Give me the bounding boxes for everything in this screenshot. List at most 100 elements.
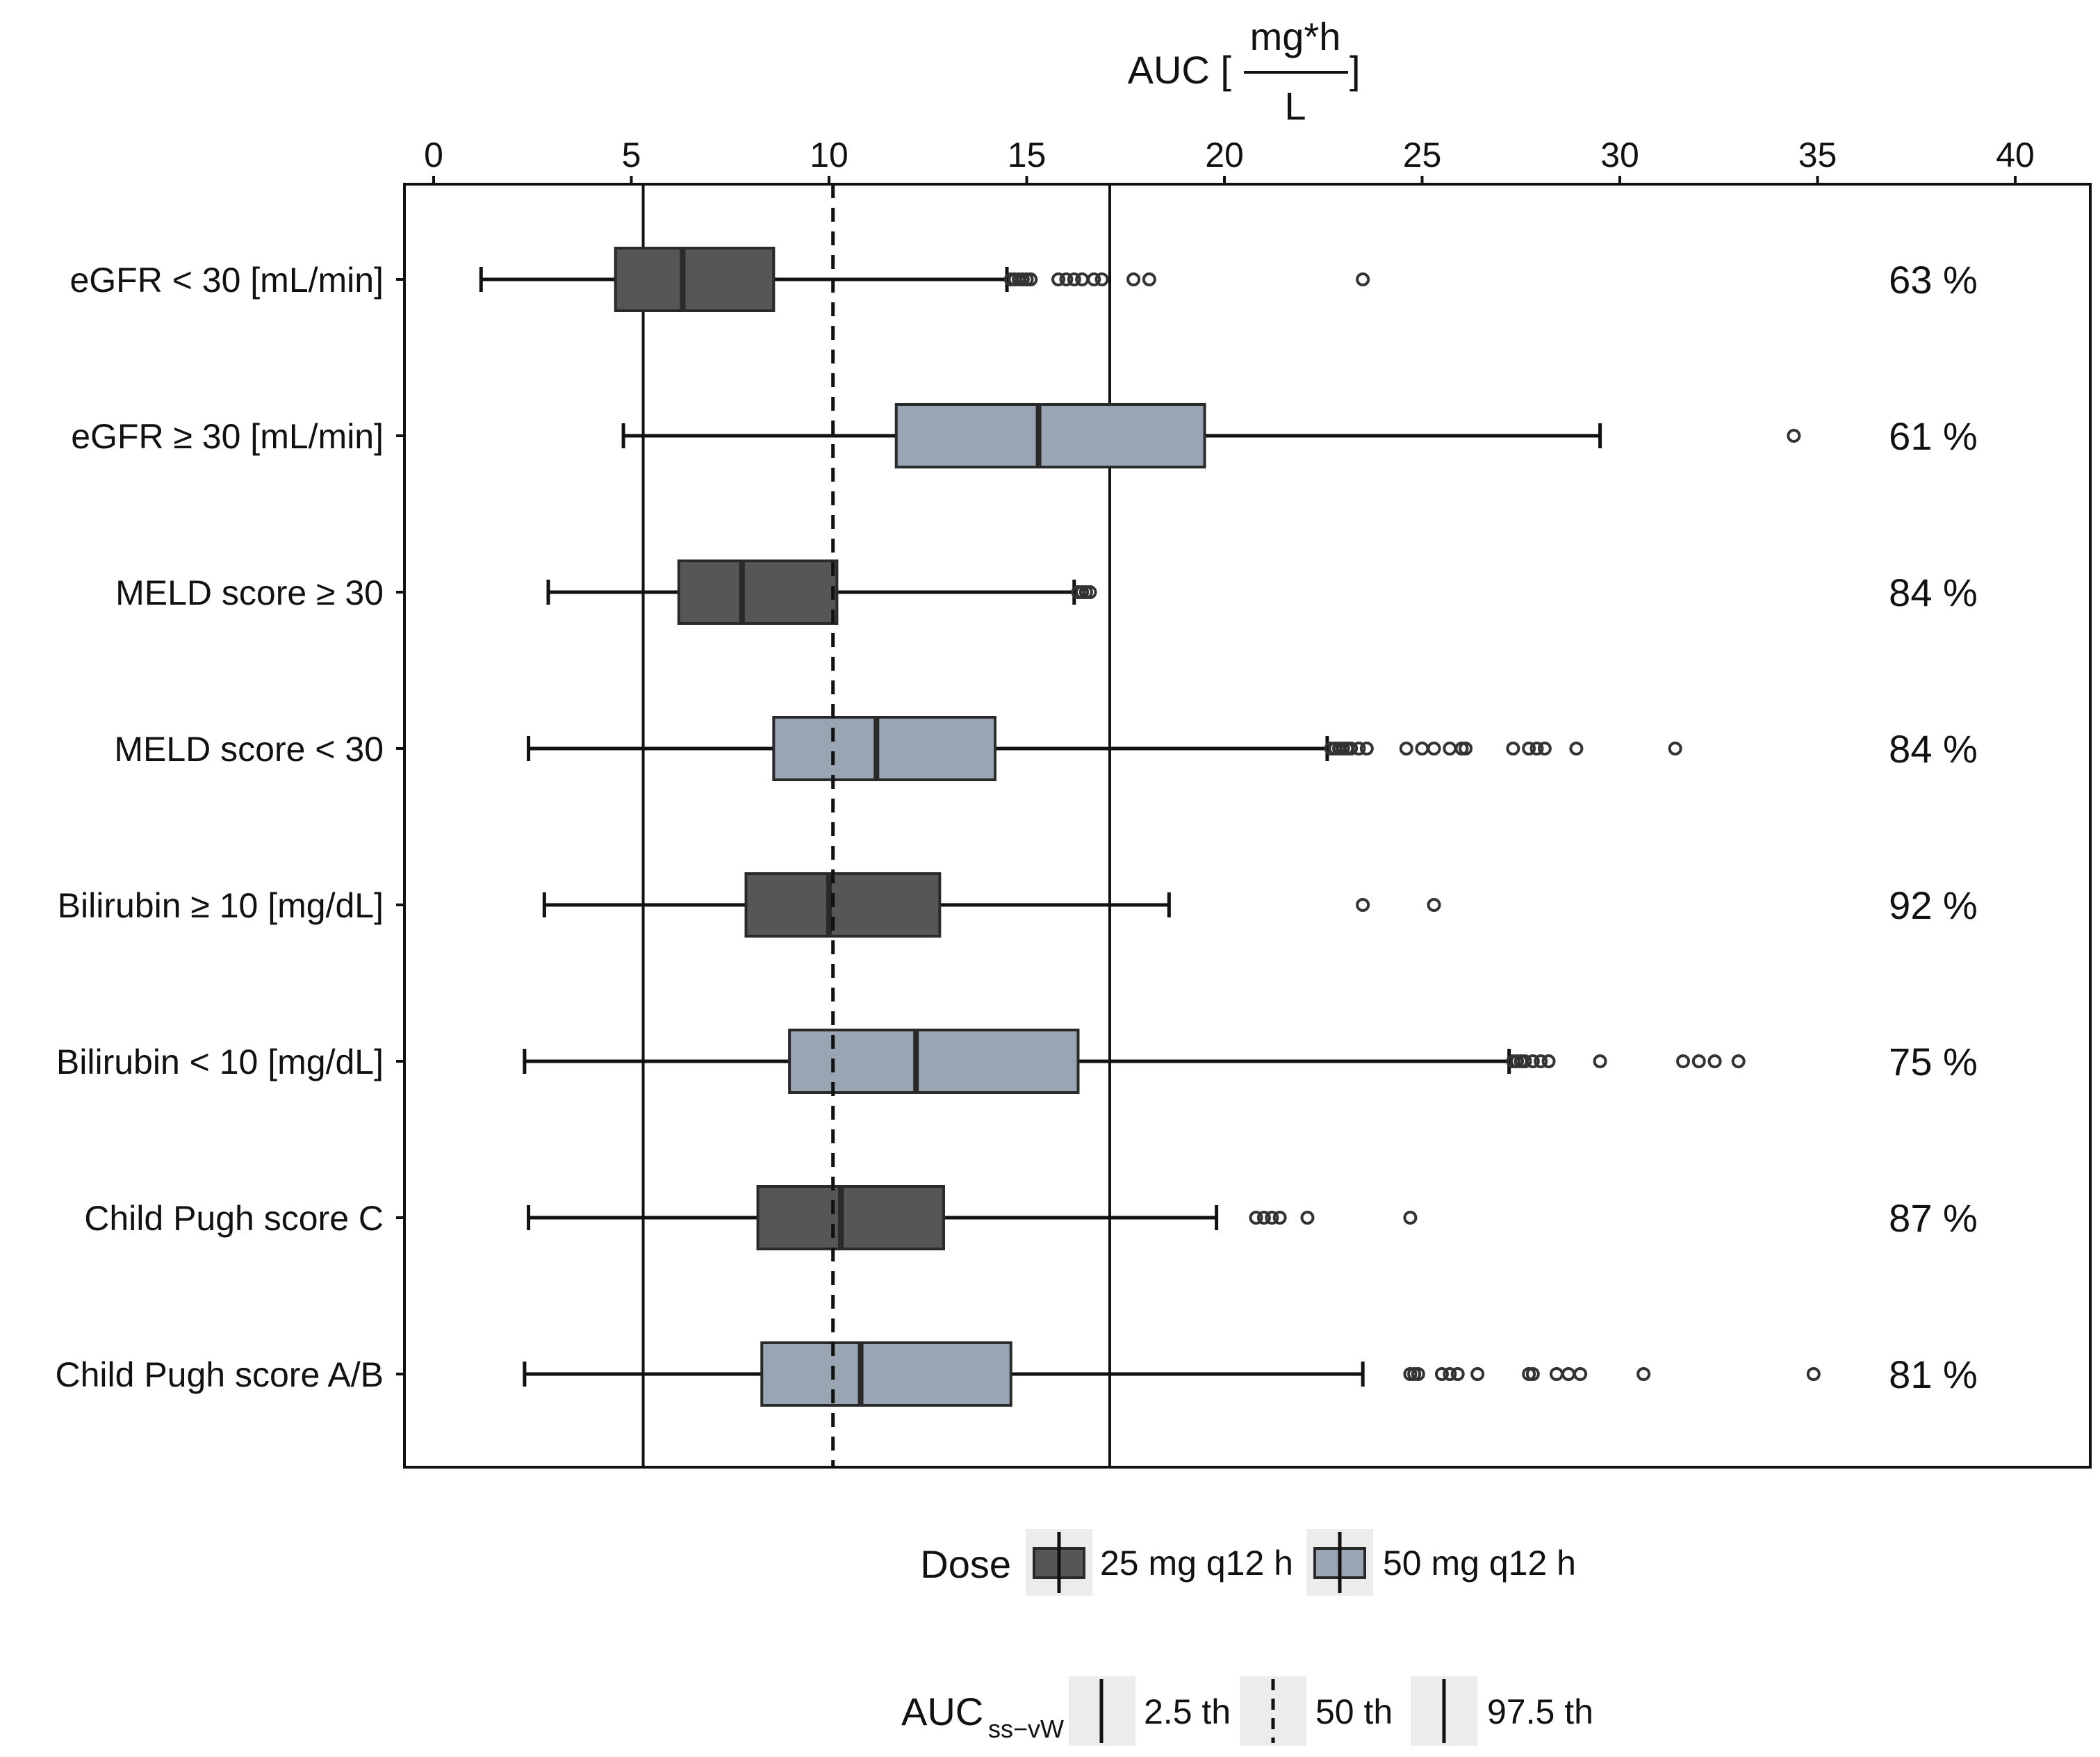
outlier-point [1300,1211,1315,1225]
outlier-point [1529,742,1544,755]
outlier-point [1142,272,1156,286]
row-label: MELD score ≥ 30 [115,573,384,612]
axis-title-suffix: ] [1350,48,1361,92]
outlier-point [1569,742,1584,755]
outlier-point [1806,1367,1821,1381]
outlier-point [1356,272,1370,286]
row-label: eGFR < 30 [mL/min] [69,261,384,300]
iqr-box [894,403,1206,468]
iqr-box [744,872,942,938]
target-attainment-label: 63 % [1889,258,1978,302]
iqr-box [614,247,776,312]
outlier-point [1522,742,1536,755]
x-axis: 0 5 10 15 20 25 30 35 40 [424,136,2035,184]
outlier-point [1731,1054,1746,1068]
boxplot-row: eGFR ≥ 30 [mL/min] 61 % [71,403,1978,468]
outlier-point [1094,272,1109,286]
x-tick-label: 40 [1996,136,2035,174]
boxplot-row: Child Pugh score C 87 % [84,1185,1978,1250]
iqr-box [788,1029,1080,1094]
iqr-box [772,716,996,781]
outlier-point [1427,742,1441,755]
x-tick-label: 10 [810,136,848,174]
outlier-point [1059,272,1074,286]
boxplot-row: Bilirubin ≥ 10 [mg/dL] 92 % [58,872,1978,938]
outlier-point [1691,1054,1706,1068]
iqr-box [677,559,839,625]
auc-legend-label-97-5: 97.5 th [1487,1692,1593,1731]
boxplot-row: Bilirubin < 10 [mg/dL] 75 % [56,1029,1978,1094]
axis-title-denominator: L [1284,84,1306,128]
row-label: Child Pugh score A/B [56,1355,384,1394]
dose-legend-label-25: 25 mg q12 h [1100,1544,1293,1583]
auc-legend-title: AUC [901,1690,983,1733]
x-tick-label: 0 [424,136,443,174]
outlier-point [1075,272,1090,286]
outlier-point [1083,585,1097,599]
outlier-point [1518,1054,1532,1068]
outlier-point [1541,1054,1556,1068]
target-attainment-label: 92 % [1889,883,1978,927]
axis-title: AUC [ mg*h L ] [1128,15,1361,128]
outlier-point [1549,1367,1564,1381]
outlier-point [1249,1211,1263,1225]
outlier-point [1707,1054,1722,1068]
outlier-point [1459,742,1473,755]
target-attainment-label: 81 % [1889,1353,1978,1396]
outlier-point [1787,429,1801,443]
outlier-point [1344,742,1359,755]
auc-legend-label-2-5: 2.5 th [1144,1692,1231,1731]
dose-legend-label-50: 50 mg q12 h [1383,1544,1576,1583]
reference-lines [641,184,1111,1467]
boxplot-rows: eGFR < 30 [mL/min] 63 % eGFR ≥ 30 [mL/min]… [56,247,1978,1407]
outlier-point [1399,742,1413,755]
axis-title-prefix: AUC [ [1128,48,1232,92]
row-label: Bilirubin ≥ 10 [mg/dL] [58,886,384,925]
x-tick-label: 35 [1798,136,1837,174]
dose-legend-title: Dose [920,1542,1011,1586]
outlier-point [1415,742,1429,755]
outlier-point [1126,272,1141,286]
outlier-point [1024,272,1038,286]
x-tick-label: 15 [1008,136,1047,174]
iqr-box [756,1185,946,1250]
boxplot-row: MELD score < 30 84 % [114,716,1978,781]
outlier-point [1537,742,1552,755]
x-tick-label: 30 [1600,136,1639,174]
outlier-point [1525,1367,1540,1381]
outlier-point [1427,898,1441,912]
row-label: eGFR ≥ 30 [mL/min] [71,417,384,456]
outlier-point [1470,1367,1485,1381]
x-tick-label: 25 [1403,136,1442,174]
target-attainment-label: 61 % [1889,414,1978,458]
outlier-point [1593,1054,1607,1068]
outlier-point [1534,1054,1548,1068]
outlier-point [1356,898,1370,912]
outlier-point [1506,742,1520,755]
axis-title-numerator: mg*h [1250,15,1341,58]
outlier-point [1272,1211,1287,1225]
outlier-point [1256,1211,1271,1225]
dose-legend: Dose 25 mg q12 h 50 mg q12 h [920,1529,1576,1596]
iqr-box [760,1341,1012,1407]
outlier-point [1443,742,1457,755]
outlier-point [1636,1367,1651,1381]
outlier-point [1561,1367,1576,1381]
boxplot-row: MELD score ≥ 30 84 % [115,559,1978,625]
auc-legend-subscript: ss−vW [988,1715,1064,1743]
auc-legend: AUC ss−vW 2.5 th 50 th 97.5 th [901,1676,1593,1746]
outlier-point [1352,742,1366,755]
target-attainment-label: 75 % [1889,1040,1978,1084]
x-tick-label: 5 [622,136,641,174]
outlier-point [1443,1367,1457,1381]
outlier-point [1359,742,1374,755]
outlier-point [1668,742,1682,755]
outlier-point [1265,1211,1279,1225]
outlier-point [1087,272,1101,286]
outlier-point [1434,1367,1449,1381]
row-label: MELD score < 30 [114,730,384,769]
auc-legend-label-50: 50 th [1315,1692,1393,1731]
target-attainment-label: 84 % [1889,727,1978,771]
outlier-point [1067,272,1081,286]
